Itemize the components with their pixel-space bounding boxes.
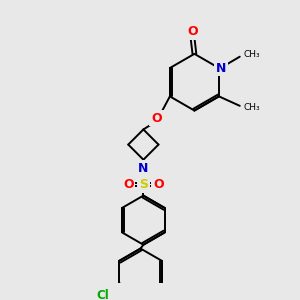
Text: CH₃: CH₃ [244, 50, 260, 59]
Text: O: O [153, 178, 164, 191]
Text: S: S [139, 178, 148, 191]
Text: O: O [187, 25, 198, 38]
Text: N: N [216, 61, 226, 74]
Text: N: N [138, 162, 148, 175]
Text: CH₃: CH₃ [244, 103, 260, 112]
Text: Cl: Cl [97, 289, 110, 300]
Text: O: O [123, 178, 134, 191]
Text: O: O [151, 112, 162, 124]
